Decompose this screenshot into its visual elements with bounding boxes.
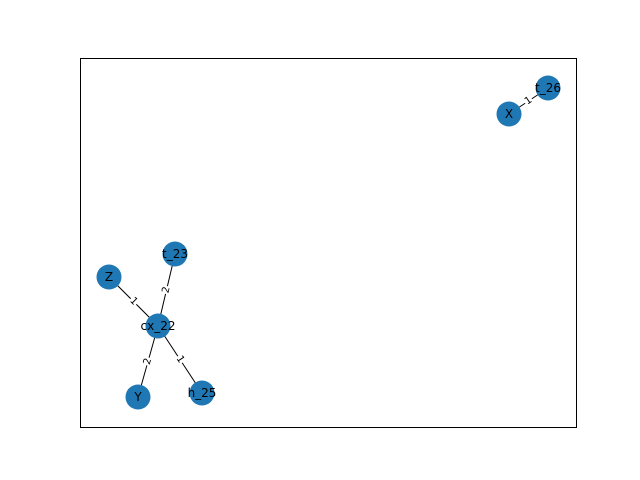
node-Y (125, 384, 151, 410)
node-h_25 (189, 380, 215, 406)
edge-label-group: 2 (141, 356, 155, 367)
edge-weight-label: 2 (142, 357, 154, 366)
edge-label-background (159, 284, 174, 296)
edge-weight-label: 1 (523, 95, 534, 108)
node-label-Y: Y (133, 390, 142, 404)
nodes-layer: cx_22 t_23 Z Y h_25 Xt_26 (96, 75, 561, 410)
plot-frame (80, 58, 577, 428)
edge-labels-layer: 212 11 (126, 93, 536, 367)
edge-label-background (141, 356, 155, 367)
edge-weight-label: 1 (174, 354, 187, 365)
node-label-t_23: t_23 (162, 247, 188, 261)
edge-label-group: 1 (521, 93, 536, 109)
edge-label-background (126, 294, 141, 309)
edge-label-group: 2 (159, 284, 174, 296)
edge-label-background (172, 352, 188, 367)
node-cx_22 (145, 313, 171, 339)
edge-label-group: 1 (172, 352, 188, 367)
node-t_23 (162, 241, 188, 267)
node-label-h_25: h_25 (188, 386, 217, 400)
edge-weight-label: 2 (160, 286, 172, 295)
node-X (496, 101, 522, 127)
node-label-Z: Z (105, 270, 113, 284)
node-t_26 (535, 75, 561, 101)
node-label-t_26: t_26 (535, 81, 561, 95)
node-label-X: X (505, 107, 513, 121)
edge-label-background (521, 93, 536, 109)
node-Z (96, 264, 122, 290)
node-label-cx_22: cx_22 (141, 319, 176, 333)
